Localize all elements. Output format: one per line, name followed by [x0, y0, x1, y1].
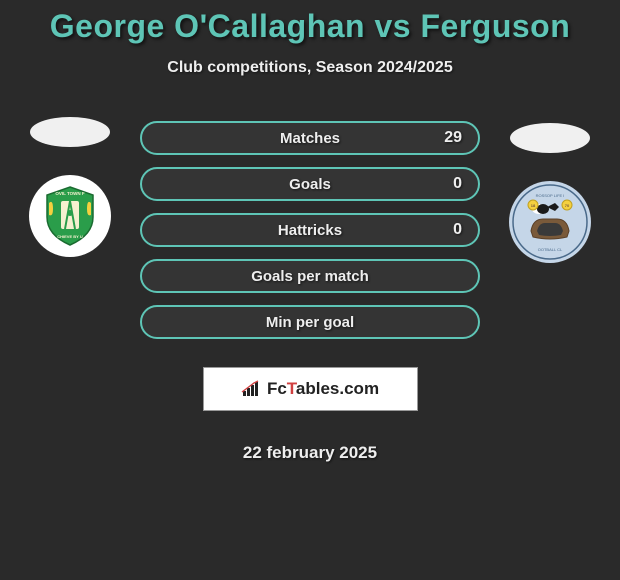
page-title: George O'Callaghan vs Ferguson [0, 8, 620, 45]
yeovil-crest-icon: OVIL TOWN F CHIEVE BY U [35, 181, 105, 251]
stat-value-right: 29 [444, 129, 462, 147]
stat-min-per-goal: Min per goal [140, 305, 480, 339]
stat-label: Goals per match [251, 268, 369, 285]
svg-text:CHIEVE BY U: CHIEVE BY U [57, 234, 83, 239]
stat-goals: Goals 0 [140, 167, 480, 201]
brand-text: FcTables.com [267, 379, 379, 399]
right-side: 18 70 ROSSOP LIFE I OOTBALL CL [500, 117, 600, 263]
date-label: 22 february 2025 [140, 443, 480, 463]
left-crest: OVIL TOWN F CHIEVE BY U [29, 175, 111, 257]
right-crest: 18 70 ROSSOP LIFE I OOTBALL CL [509, 181, 591, 263]
svg-text:18: 18 [531, 203, 536, 208]
svg-text:OVIL TOWN F: OVIL TOWN F [55, 191, 85, 196]
svg-text:OOTBALL CL: OOTBALL CL [538, 247, 563, 252]
svg-text:ROSSOP LIFE I: ROSSOP LIFE I [536, 193, 565, 198]
content-row: OVIL TOWN F CHIEVE BY U Matches 29 Goals… [0, 117, 620, 463]
stat-label: Min per goal [266, 314, 354, 331]
brand-pre: Fc [267, 379, 287, 398]
left-side: OVIL TOWN F CHIEVE BY U [20, 117, 120, 257]
stat-hattricks: Hattricks 0 [140, 213, 480, 247]
right-avatar [510, 123, 590, 153]
stat-value-right: 0 [453, 221, 462, 239]
right-crest-icon: 18 70 ROSSOP LIFE I OOTBALL CL [511, 183, 589, 261]
stat-goals-per-match: Goals per match [140, 259, 480, 293]
stat-label: Hattricks [278, 222, 342, 239]
brand-box: FcTables.com [203, 367, 418, 411]
brand-post: ables.com [296, 379, 379, 398]
left-avatar [30, 117, 110, 147]
subtitle: Club competitions, Season 2024/2025 [0, 59, 620, 77]
stat-matches: Matches 29 [140, 121, 480, 155]
svg-text:70: 70 [565, 203, 570, 208]
stat-label: Goals [289, 176, 331, 193]
stats-column: Matches 29 Goals 0 Hattricks 0 Goals per… [140, 117, 480, 463]
stat-value-right: 0 [453, 175, 462, 193]
bar-chart-icon [241, 380, 263, 398]
brand-highlight: T [287, 379, 296, 398]
stat-label: Matches [280, 130, 340, 147]
infographic-container: George O'Callaghan vs Ferguson Club comp… [0, 0, 620, 463]
